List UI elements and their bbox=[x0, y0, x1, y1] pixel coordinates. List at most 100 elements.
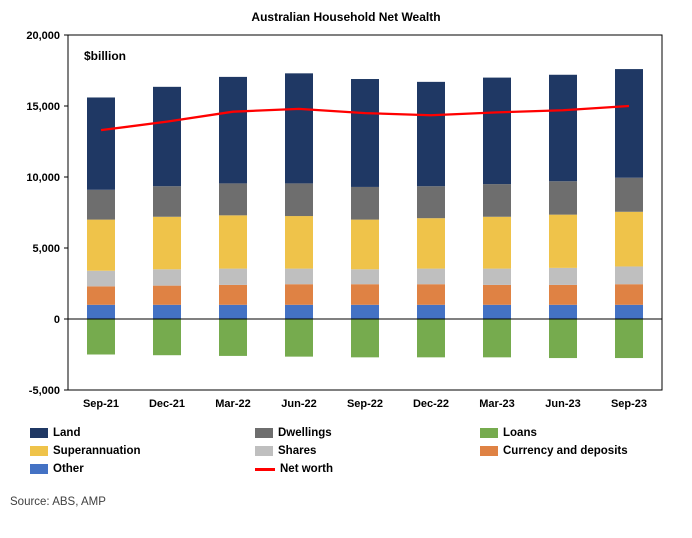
chart-canvas: 20,000 15,000 10,000 5,000 0 -5,000 Sep-21 Dec-… bbox=[26, 30, 663, 410]
chart-area: $billion 20,000 15,000 10,000 5,000 0 -5,000 S… bbox=[0, 27, 692, 412]
x-axis-label: Jun-22 bbox=[281, 398, 316, 410]
legend-label-net-worth: Net worth bbox=[280, 463, 334, 475]
bar-segment-dwellings bbox=[285, 183, 313, 217]
legend-swatch-shares bbox=[255, 446, 273, 456]
axis-unit-label: $billion bbox=[84, 49, 126, 63]
bar-segment-shares bbox=[219, 268, 247, 285]
y-tick-label: 5,000 bbox=[32, 243, 60, 255]
bar-segment-land bbox=[549, 74, 577, 182]
bar-segment-loans bbox=[483, 319, 511, 358]
bar-segment-loans bbox=[87, 319, 115, 355]
y-tick-label: -5,000 bbox=[29, 385, 60, 397]
bar-segment-land bbox=[285, 73, 313, 184]
legend-item-superannuation: Superannuation bbox=[30, 444, 255, 458]
bar-segment-dwellings bbox=[153, 186, 181, 217]
legend-label-dwellings: Dwellings bbox=[278, 427, 332, 439]
bar-segment-dwellings bbox=[615, 177, 643, 212]
plot-border bbox=[67, 34, 663, 391]
bar-segment-other bbox=[615, 304, 643, 319]
bar-segment-dwellings bbox=[87, 189, 115, 220]
y-tick-label: 10,000 bbox=[26, 172, 60, 184]
legend-swatch-net-worth bbox=[255, 467, 275, 471]
x-axis-label: Jun-23 bbox=[545, 398, 580, 410]
bar-segment-other bbox=[549, 304, 577, 319]
legend-label-currency-and-deposits: Currency and deposits bbox=[503, 445, 628, 457]
bar-segment-currency-and-deposits bbox=[351, 284, 379, 305]
bar-segment-dwellings bbox=[351, 186, 379, 220]
bar-segment-land bbox=[87, 97, 115, 190]
bar-segment-currency-and-deposits bbox=[219, 284, 247, 305]
bar-segment-loans bbox=[417, 319, 445, 358]
bar-segment-other bbox=[153, 304, 181, 319]
x-axis-label: Mar-22 bbox=[215, 398, 250, 410]
bar-segment-other bbox=[483, 304, 511, 319]
bar-segment-superannuation bbox=[285, 216, 313, 269]
bar-segment-land bbox=[483, 77, 511, 185]
bar-segment-other bbox=[417, 304, 445, 319]
legend-item-other: Other bbox=[30, 462, 255, 476]
bar-segment-currency-and-deposits bbox=[615, 284, 643, 305]
bar-segment-land bbox=[351, 79, 379, 187]
net-worth-line bbox=[100, 104, 630, 132]
x-axis-label: Sep-22 bbox=[347, 398, 383, 410]
source-note: Source: ABS, AMP bbox=[10, 496, 106, 508]
legend-label-shares: Shares bbox=[278, 445, 317, 457]
bar-segment-loans bbox=[549, 319, 577, 359]
bar-segment-other bbox=[87, 304, 115, 319]
bar-segment-superannuation bbox=[483, 216, 511, 269]
bar-segment-superannuation bbox=[87, 219, 115, 271]
legend-swatch-currency-and-deposits bbox=[480, 446, 498, 456]
x-axis-label: Mar-23 bbox=[479, 398, 514, 410]
bar-segment-other bbox=[285, 304, 313, 319]
legend-item-net-worth: Net worth bbox=[255, 462, 480, 476]
legend-item-land: Land bbox=[30, 426, 255, 440]
bar-segment-superannuation bbox=[153, 216, 181, 270]
bar-segment-shares bbox=[285, 268, 313, 285]
legend-swatch-other bbox=[30, 464, 48, 474]
bar-segment-shares bbox=[549, 267, 577, 285]
bar-segment-currency-and-deposits bbox=[483, 284, 511, 305]
x-axis-label: Dec-22 bbox=[413, 398, 449, 410]
legend-swatch-land bbox=[30, 428, 48, 438]
bar-segment-loans bbox=[285, 319, 313, 357]
bar-segment-loans bbox=[351, 319, 379, 358]
bar-segment-other bbox=[351, 304, 379, 319]
bar-segment-land bbox=[615, 69, 643, 178]
legend-item-shares: Shares bbox=[255, 444, 480, 458]
legend: Land Dwellings Loans Superannuation Shar… bbox=[0, 426, 692, 476]
legend-swatch-superannuation bbox=[30, 446, 48, 456]
legend-label-loans: Loans bbox=[503, 427, 537, 439]
bar-segment-land bbox=[417, 81, 445, 187]
bar-segment-shares bbox=[483, 268, 511, 285]
legend-label-other: Other bbox=[53, 463, 84, 475]
bar-segment-land bbox=[219, 76, 247, 184]
legend-item-dwellings: Dwellings bbox=[255, 426, 480, 440]
legend-label-superannuation: Superannuation bbox=[53, 445, 141, 457]
bar-segment-superannuation bbox=[219, 215, 247, 269]
bar-segment-shares bbox=[351, 269, 379, 285]
x-axis-label: Sep-21 bbox=[83, 398, 119, 410]
bar-segment-superannuation bbox=[417, 218, 445, 269]
y-tick-label: 15,000 bbox=[26, 101, 60, 113]
y-tick-label: 20,000 bbox=[26, 30, 60, 42]
bar-segment-land bbox=[153, 86, 181, 187]
legend-item-currency-and-deposits: Currency and deposits bbox=[480, 444, 692, 458]
bar-segment-currency-and-deposits bbox=[417, 284, 445, 305]
x-axis-label: Sep-23 bbox=[611, 398, 647, 410]
bar-segment-currency-and-deposits bbox=[153, 285, 181, 305]
bar-segment-currency-and-deposits bbox=[87, 286, 115, 305]
bar-segment-loans bbox=[153, 319, 181, 356]
bar-segment-loans bbox=[219, 319, 247, 356]
legend-item-loans: Loans bbox=[480, 426, 692, 440]
bar-segment-dwellings bbox=[483, 184, 511, 217]
bar-segment-superannuation bbox=[615, 211, 643, 267]
bar-segment-dwellings bbox=[549, 181, 577, 215]
bar-segment-shares bbox=[417, 268, 445, 285]
x-axis-label: Dec-21 bbox=[149, 398, 185, 410]
bar-segment-dwellings bbox=[219, 183, 247, 216]
bar-segment-loans bbox=[615, 319, 643, 359]
bar-segment-other bbox=[219, 304, 247, 319]
bar-segment-shares bbox=[87, 270, 115, 287]
legend-swatch-loans bbox=[480, 428, 498, 438]
